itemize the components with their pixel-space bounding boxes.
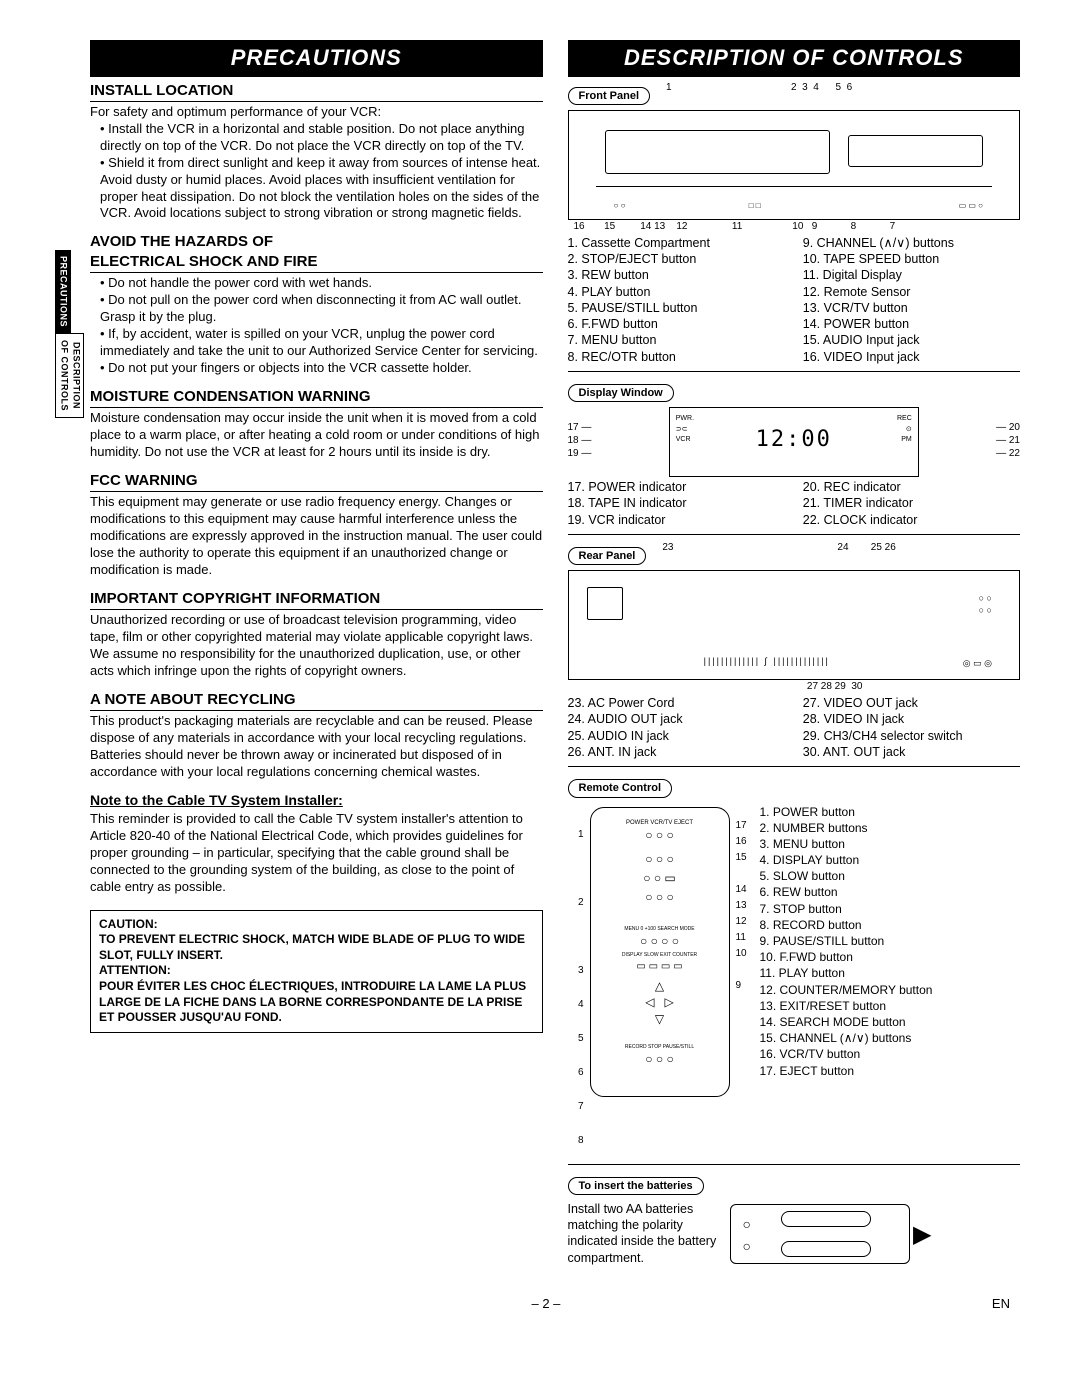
haz-b3: If, by accident, water is spilled on you…: [100, 326, 543, 360]
display-listL: 17. POWER indicator 18. TAPE IN indicato…: [568, 479, 785, 528]
pill-rear: Rear Panel: [568, 547, 647, 565]
front-panel-diagram: ○ ○ □ □ ▭ ▭ ○: [568, 110, 1021, 220]
pill-battery: To insert the batteries: [568, 1177, 704, 1195]
col-description: DESCRIPTION OF CONTROLS Front Panel 1 2 …: [568, 40, 1021, 1266]
remote-wrap: 1 2 3 4 5 6 7 8 POWER VCR/TV EJECT ○ ○ ○…: [568, 804, 1021, 1158]
haz-b1: Do not handle the power cord with wet ha…: [100, 275, 543, 292]
page-number: – 2 –: [532, 1296, 561, 1313]
display-numsL: 17 — 18 — 19 —: [568, 421, 592, 460]
fcc-t: This equipment may generate or use radio…: [90, 494, 543, 578]
display-numsR: — 20 — 21 — 22: [996, 421, 1020, 460]
col-precautions: PRECAUTIONS INSTALL LOCATION For safety …: [90, 40, 543, 1266]
rear-list: 23. AC Power Cord 24. AUDIO OUT jack 25.…: [568, 695, 1021, 760]
haz-b2: Do not pull on the power cord when disco…: [100, 292, 543, 326]
rear-panel-diagram: ||||||||||||| ∫ ||||||||||||| ○ ○○ ○ ◎ ▭…: [568, 570, 1021, 680]
remote-list: 1. POWER button 2. NUMBER buttons 3. MEN…: [760, 804, 1021, 1079]
moisture-t: Moisture condensation may occur inside t…: [90, 410, 543, 461]
display-segments: 12:00: [670, 408, 918, 455]
display-diagram: PWR.⊃⊂VCR REC⊙PM 12:00: [669, 407, 919, 477]
battery-text: Install two AA batteries matching the po…: [568, 1201, 718, 1266]
display-list: 17. POWER indicator 18. TAPE IN indicato…: [568, 479, 1021, 528]
rear-listL: 23. AC Power Cord 24. AUDIO OUT jack 25.…: [568, 695, 785, 760]
arrow-icon: ▶: [913, 1219, 931, 1250]
remote-mid-nums: 17 16 15 14 13 12 11 10 9: [736, 804, 754, 994]
tab-description: DESCRIPTION OF CONTROLS: [55, 333, 84, 418]
pill-front: Front Panel: [568, 87, 651, 105]
haz-b4: Do not put your fingers or objects into …: [100, 360, 543, 377]
banner-description: DESCRIPTION OF CONTROLS: [568, 40, 1021, 77]
install-bullets: Install the VCR in a horizontal and stab…: [90, 121, 543, 222]
h-cable: Note to the Cable TV System Installer:: [90, 791, 543, 809]
footer: – 2 – EN: [90, 1296, 1020, 1313]
banner-precautions: PRECAUTIONS: [90, 40, 543, 77]
h-fcc: FCC WARNING: [90, 471, 543, 493]
h-hazards: AVOID THE HAZARDS OF ELECTRICAL SHOCK AN…: [90, 232, 543, 273]
caution-l4: POUR ÉVITER LES CHOC ÉLECTRIQUES, INTROD…: [99, 979, 534, 1026]
battery-diagram: ○ ○: [730, 1204, 910, 1264]
rear-top-callouts: 23 24 25 26: [656, 541, 1020, 554]
remote-diagram: POWER VCR/TV EJECT ○ ○ ○ ○ ○ ○○ ○ ▭○ ○ ○…: [590, 807, 730, 1097]
h-moisture: MOISTURE CONDENSATION WARNING: [90, 387, 543, 409]
rear-listR: 27. VIDEO OUT jack 28. VIDEO IN jack 29.…: [803, 695, 1020, 760]
h-install: INSTALL LOCATION: [90, 81, 543, 103]
hazards-bullets: Do not handle the power cord with wet ha…: [90, 275, 543, 376]
lang-indicator: EN: [992, 1296, 1010, 1313]
copyright-t: Unauthorized recording or use of broadca…: [90, 612, 543, 680]
display-listR: 20. REC indicator 21. TIMER indicator 22…: [803, 479, 1020, 528]
front-list: 1. Cassette Compartment 2. STOP/EJECT bu…: [568, 235, 1021, 365]
caution-l2: TO PREVENT ELECTRIC SHOCK, MATCH WIDE BL…: [99, 932, 534, 963]
install-b1: Install the VCR in a horizontal and stab…: [100, 121, 543, 155]
rear-bot-callouts: 27 28 29 30: [568, 680, 1021, 693]
caution-l1: CAUTION:: [99, 917, 534, 933]
install-b2: Shield it from direct sunlight and keep …: [100, 155, 543, 223]
pill-remote: Remote Control: [568, 779, 673, 797]
side-tabs: PRECAUTIONS DESCRIPTION OF CONTROLS: [55, 250, 85, 418]
caution-l3: ATTENTION:: [99, 963, 534, 979]
front-listR: 9. CHANNEL (∧/∨) buttons 10. TAPE SPEED …: [803, 235, 1020, 365]
cable-t: This reminder is provided to call the Ca…: [90, 811, 543, 895]
caution-box: CAUTION: TO PREVENT ELECTRIC SHOCK, MATC…: [90, 910, 543, 1033]
recycle-t: This product's packaging materials are r…: [90, 713, 543, 781]
pill-display: Display Window: [568, 384, 674, 402]
install-intro: For safety and optimum performance of yo…: [90, 104, 543, 121]
h-recycle: A NOTE ABOUT RECYCLING: [90, 690, 543, 712]
tab-precautions: PRECAUTIONS: [55, 250, 71, 333]
front-top-callouts: 1 2 3 4 5 6: [660, 81, 1020, 94]
h-copyright: IMPORTANT COPYRIGHT INFORMATION: [90, 589, 543, 611]
front-bot-callouts: 16 15 14 13 12 11 10 9 8 7: [568, 220, 1021, 233]
remote-left-nums: 1 2 3 4 5 6 7 8: [568, 804, 584, 1158]
battery-wrap: Install two AA batteries matching the po…: [568, 1201, 1021, 1266]
front-listL: 1. Cassette Compartment 2. STOP/EJECT bu…: [568, 235, 785, 365]
